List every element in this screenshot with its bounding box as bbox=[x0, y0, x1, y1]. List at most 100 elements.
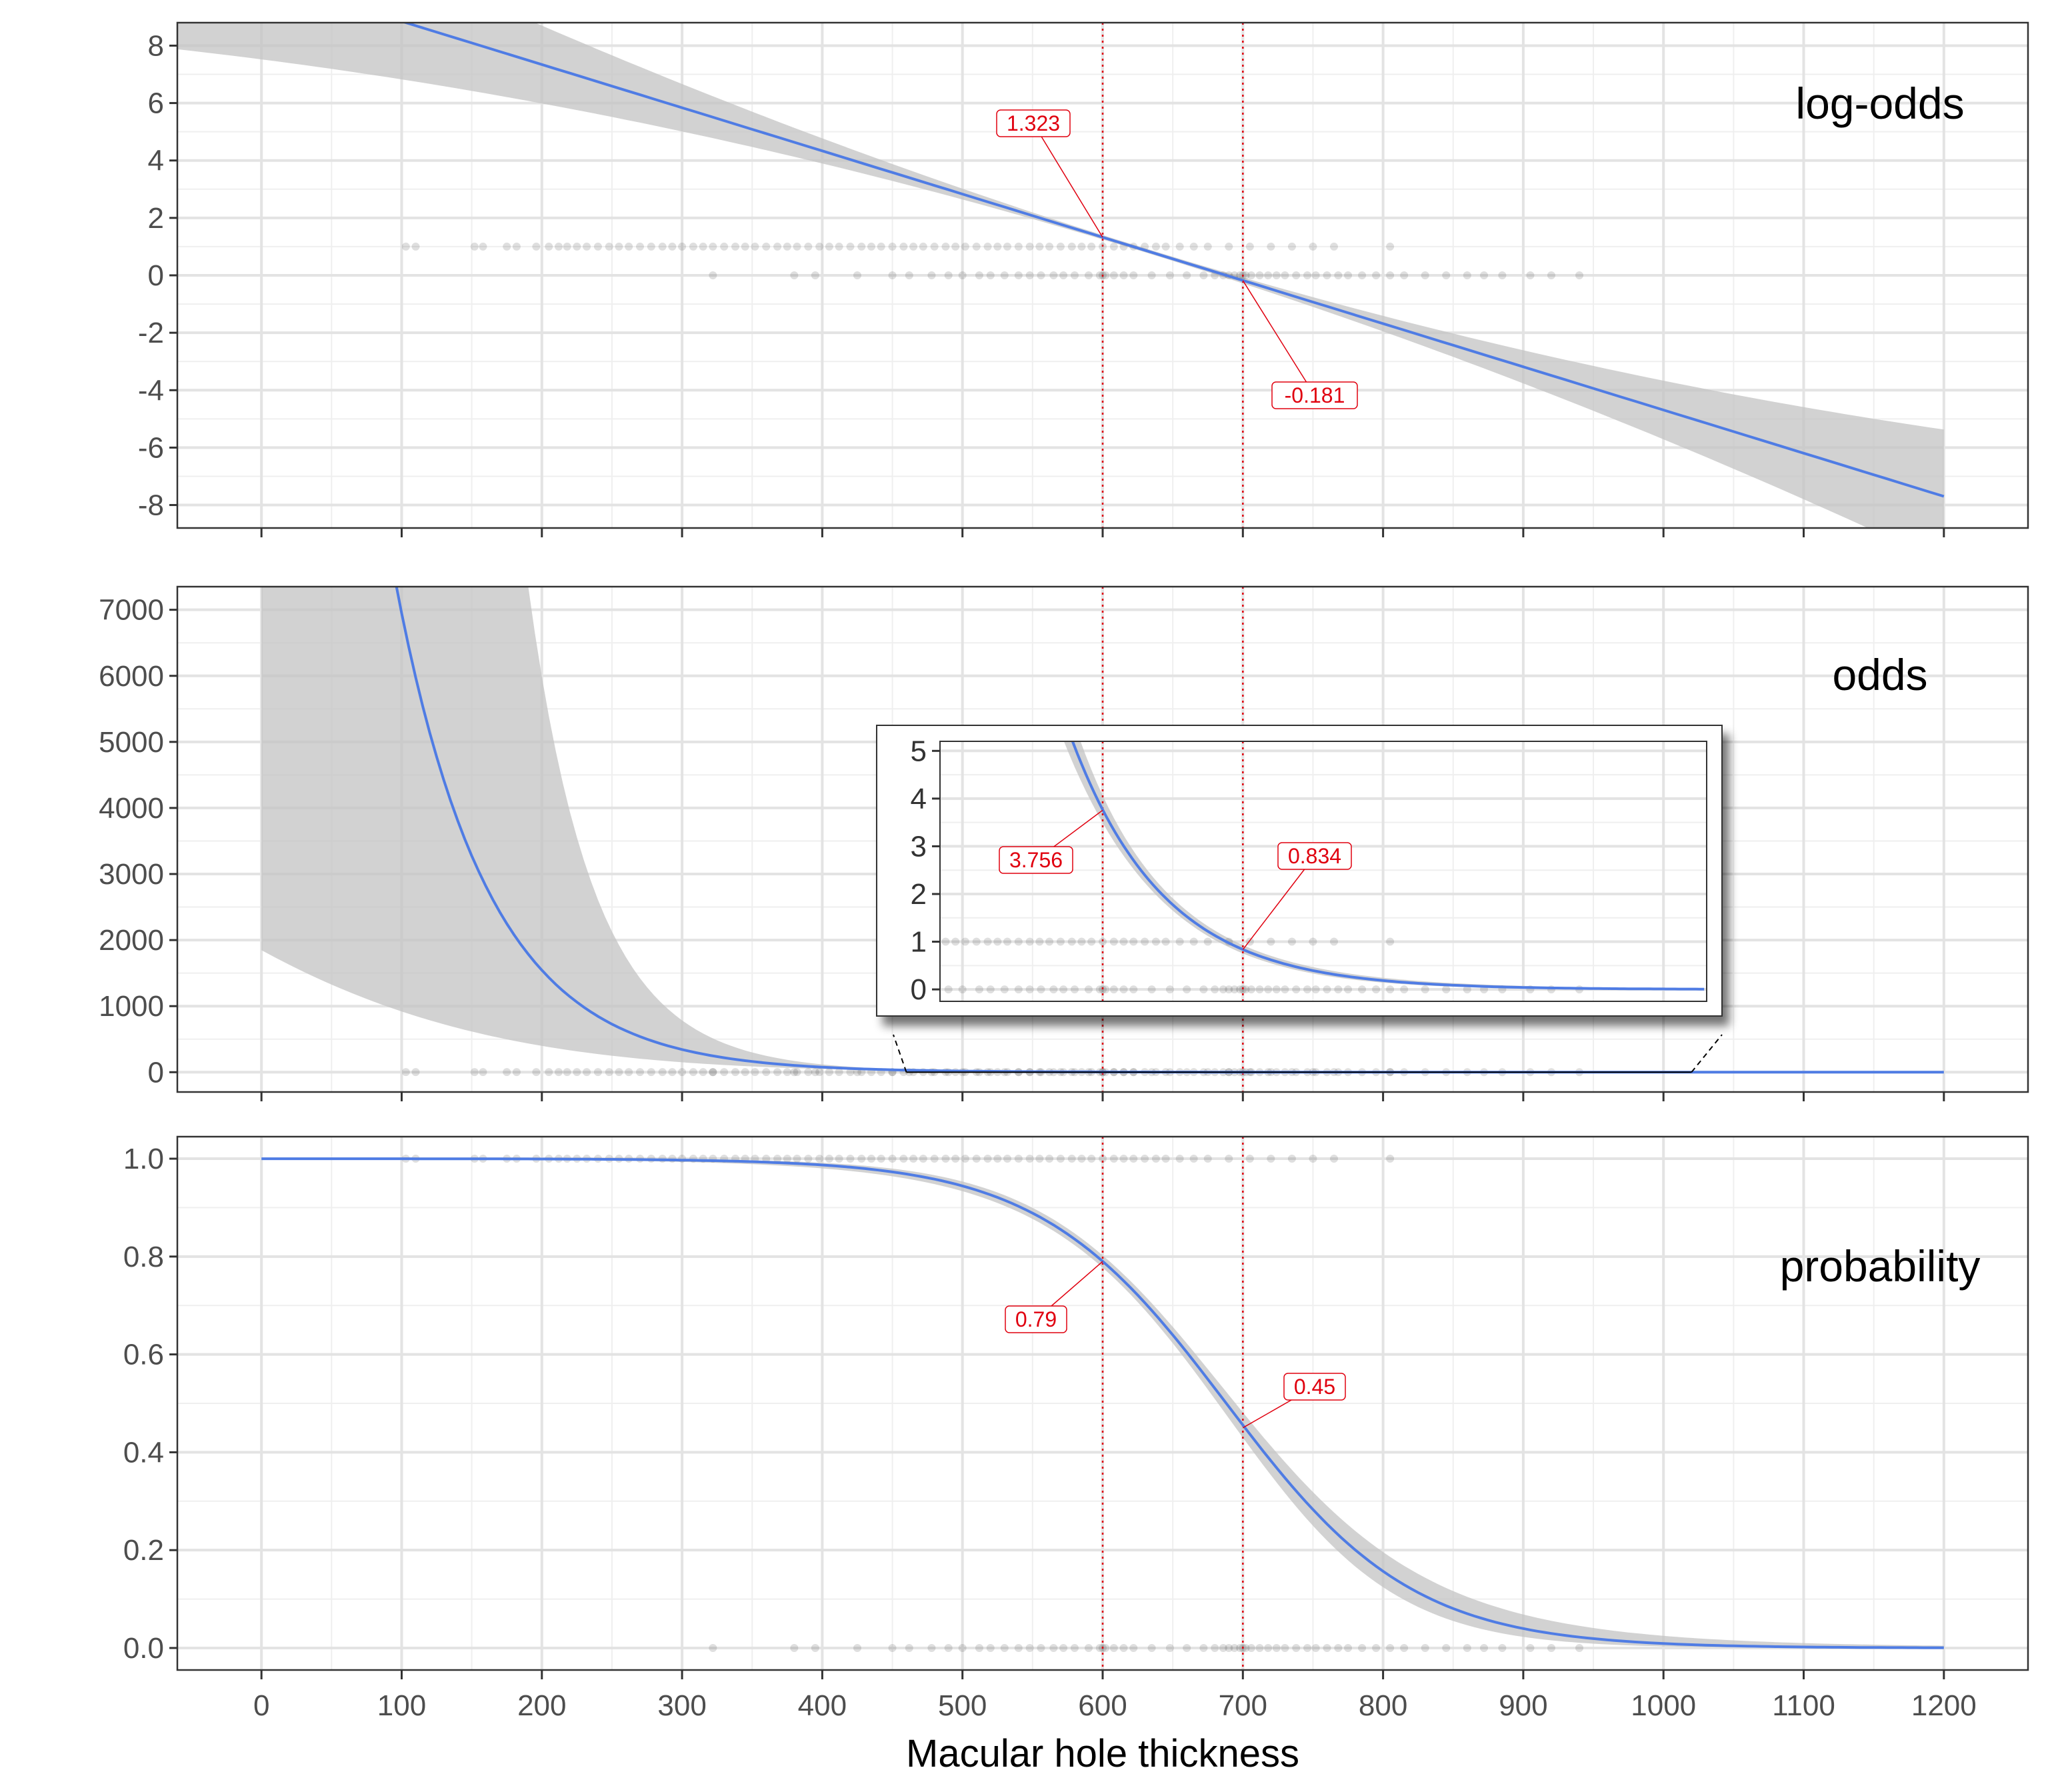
data-point bbox=[1267, 242, 1275, 251]
data-point bbox=[1498, 1643, 1507, 1652]
data-point bbox=[1095, 271, 1104, 279]
data-point bbox=[1099, 937, 1107, 946]
data-point bbox=[1129, 1155, 1138, 1163]
data-point bbox=[846, 1068, 855, 1077]
confidence-band bbox=[261, 587, 1944, 1073]
panel-label-log-odds: log-odds bbox=[1795, 79, 1964, 128]
data-point bbox=[944, 271, 953, 279]
data-point bbox=[1255, 1643, 1264, 1652]
data-point bbox=[1241, 1643, 1250, 1652]
data-point bbox=[762, 1068, 771, 1077]
data-point bbox=[1281, 271, 1289, 279]
inset-y-tick-label: 1 bbox=[911, 926, 927, 959]
data-point bbox=[1165, 1643, 1174, 1652]
data-point bbox=[793, 1068, 801, 1077]
data-point bbox=[1165, 271, 1174, 279]
data-point bbox=[1025, 985, 1034, 994]
data-point bbox=[1147, 1643, 1156, 1652]
data-point bbox=[1087, 242, 1096, 251]
data-point bbox=[773, 1155, 782, 1163]
data-point bbox=[1236, 1643, 1245, 1652]
data-point bbox=[411, 1068, 420, 1077]
data-point bbox=[1003, 1155, 1011, 1163]
data-point bbox=[411, 242, 420, 251]
data-point bbox=[853, 985, 861, 993]
data-point bbox=[762, 1155, 771, 1163]
data-point bbox=[1129, 985, 1138, 994]
annotation-leader bbox=[1033, 123, 1103, 238]
data-point bbox=[1119, 985, 1128, 994]
data-point bbox=[1014, 271, 1023, 279]
data-point bbox=[615, 242, 623, 251]
data-point bbox=[899, 1155, 908, 1163]
y-tick-label: 4 bbox=[148, 145, 164, 177]
confidence-ribbon bbox=[261, 587, 1944, 1073]
data-point bbox=[1189, 937, 1198, 946]
data-point bbox=[1056, 242, 1065, 251]
data-point bbox=[545, 242, 553, 251]
data-point bbox=[1480, 271, 1489, 279]
y-tick-label: 7000 bbox=[99, 594, 164, 627]
data-point bbox=[1264, 1643, 1273, 1652]
data-point bbox=[1077, 937, 1086, 946]
data-point bbox=[1059, 985, 1068, 994]
y-tick-label: 3000 bbox=[99, 858, 164, 891]
data-point bbox=[751, 242, 759, 251]
data-point bbox=[1037, 985, 1045, 994]
data-point bbox=[699, 1068, 707, 1077]
data-point bbox=[479, 242, 487, 251]
data-point bbox=[1056, 937, 1065, 946]
data-point bbox=[975, 271, 983, 279]
data-point bbox=[951, 937, 960, 946]
data-point bbox=[1442, 985, 1451, 994]
data-point bbox=[1119, 1643, 1128, 1652]
data-point bbox=[1255, 985, 1264, 994]
data-point bbox=[1344, 1643, 1353, 1652]
data-point bbox=[1119, 1155, 1128, 1163]
data-point bbox=[1199, 1643, 1208, 1652]
data-point bbox=[709, 985, 717, 993]
data-point bbox=[1421, 1643, 1429, 1652]
data-point bbox=[647, 242, 655, 251]
data-point bbox=[1175, 242, 1184, 251]
data-point bbox=[532, 242, 541, 251]
data-point bbox=[783, 242, 791, 251]
data-point bbox=[1575, 1643, 1584, 1652]
data-point bbox=[1199, 271, 1208, 279]
data-point bbox=[401, 242, 410, 251]
inset-zoom: 5 4 3 2 1 0 3.756 0.834 bbox=[709, 725, 1723, 1017]
data-point bbox=[625, 242, 633, 251]
data-point bbox=[975, 1643, 983, 1652]
data-point bbox=[941, 937, 950, 946]
data-point bbox=[1070, 271, 1079, 279]
data-point bbox=[1084, 985, 1093, 994]
data-point bbox=[1480, 1643, 1489, 1652]
data-point bbox=[605, 1068, 613, 1077]
annotation-box bbox=[996, 109, 1071, 137]
data-point bbox=[1203, 1155, 1212, 1163]
annotation-leader bbox=[1242, 280, 1315, 396]
inset-y-tick-label: 4 bbox=[911, 783, 927, 815]
data-point bbox=[503, 1068, 511, 1077]
data-point bbox=[919, 1155, 927, 1163]
data-point bbox=[1175, 937, 1184, 946]
fitted-curve bbox=[261, 1157, 1944, 1649]
y-tick-label: 2000 bbox=[99, 924, 164, 957]
fitted-line bbox=[401, 23, 1945, 498]
data-point bbox=[470, 1068, 479, 1077]
data-point bbox=[835, 1155, 843, 1163]
data-point bbox=[1272, 1643, 1281, 1652]
data-point bbox=[1287, 1155, 1296, 1163]
data-point bbox=[1101, 1643, 1110, 1652]
data-point bbox=[986, 1643, 995, 1652]
panel-log-odds: 8 6 4 2 0 -2 -4 -6 -8 1.323 -0.181 log-odds bbox=[138, 21, 2029, 537]
data-point bbox=[762, 242, 771, 251]
observation-points bbox=[401, 242, 1584, 279]
x-axis-title: Macular hole thickness bbox=[906, 1732, 1299, 1775]
data-point bbox=[720, 1068, 729, 1077]
reference-lines bbox=[1101, 23, 1244, 528]
y-axis: 1.0 0.8 0.6 0.4 0.2 0.0 bbox=[123, 1143, 177, 1665]
data-point bbox=[709, 271, 717, 279]
data-point bbox=[1334, 271, 1343, 279]
data-point bbox=[1225, 242, 1233, 251]
